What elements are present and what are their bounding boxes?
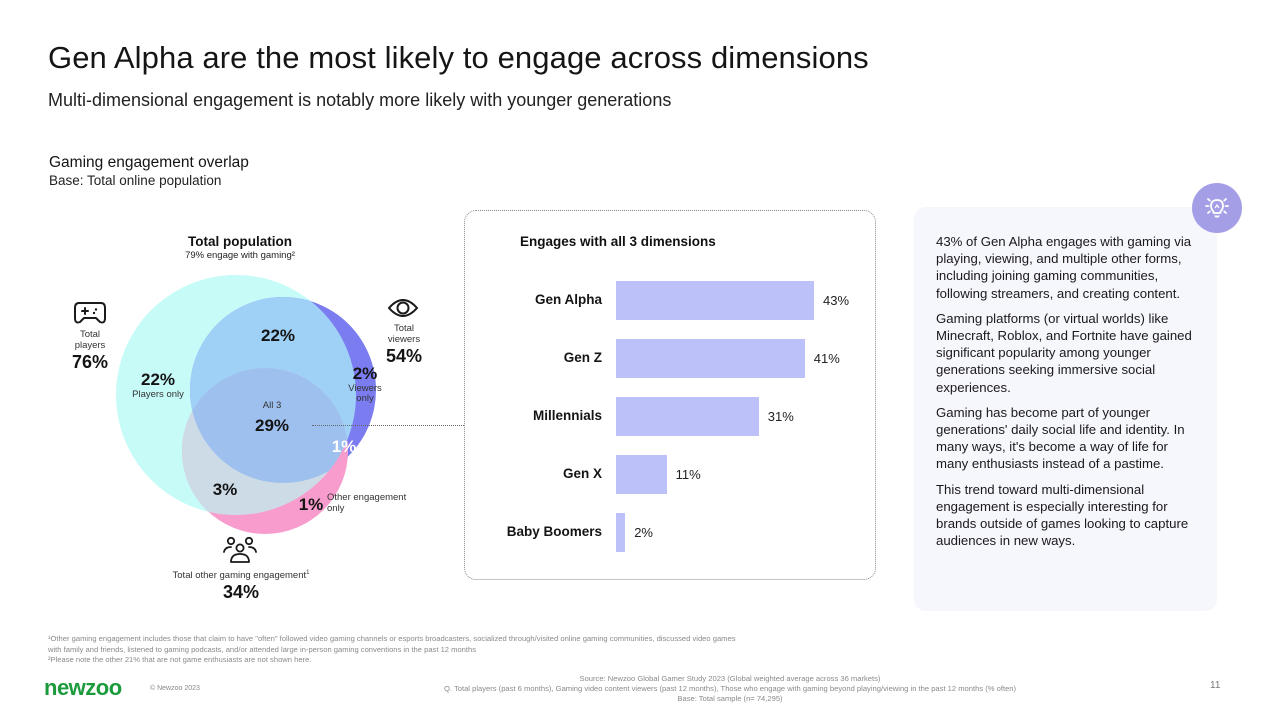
venn-subtitle: 79% engage with gaming² [185, 250, 295, 261]
bar-value-label: 43% [823, 293, 850, 308]
all-three-region: All 3 29% [254, 400, 290, 435]
insight-paragraph: Gaming platforms (or virtual worlds) lik… [936, 310, 1192, 395]
other-only-region-value: 1% [298, 495, 324, 514]
players-other-region: 3% [212, 480, 238, 499]
viewers-total-value: 54% [385, 345, 423, 366]
source-line: Source: Newzoo Global Gamer Study 2023 (… [579, 674, 881, 683]
bar-millennials [616, 397, 759, 436]
venn-diagram [116, 275, 376, 534]
section-base: Base: Total online population [49, 173, 222, 188]
bar-category-label: Gen Alpha [534, 292, 602, 307]
footnotes: ¹Other gaming engagement includes those … [48, 634, 888, 666]
players-viewers-region: 22% [260, 326, 296, 345]
bar-value-label: 41% [813, 351, 840, 366]
players-only-region: 22% Players only [132, 370, 184, 400]
bar-category-label: Millennials [532, 408, 602, 423]
copyright: © Newzoo 2023 [150, 685, 200, 692]
bar-chart-title: Engages with all 3 dimensions [520, 234, 716, 249]
footnote-line: with family and friends, listened to gam… [48, 644, 477, 654]
people-group-icon [222, 536, 258, 569]
other-total-value: 34% [222, 582, 260, 603]
bar-category-label: Gen X [562, 466, 602, 481]
venn-title: Total population [188, 234, 292, 249]
footnote-line: ²Please note the other 21% that are not … [48, 655, 312, 664]
bar-value-label: 2% [634, 525, 653, 540]
insight-paragraph: Gaming has become part of younger genera… [936, 404, 1185, 472]
source-line: Base: Total sample (n= 74,295) [677, 693, 783, 703]
newzoo-logo: newzoo [44, 675, 122, 700]
insight-text: 43% of Gen Alpha engages with gaming via… [936, 233, 1201, 557]
bar-gen-x [616, 455, 667, 494]
bar-category-label: Gen Z [563, 350, 602, 365]
bar-value-label: 11% [675, 467, 701, 482]
source-notes: Source: Newzoo Global Gamer Study 2023 (… [380, 674, 1080, 703]
insight-box [914, 207, 1217, 611]
venn-region-all-three [190, 368, 348, 483]
bar-value-label: 31% [767, 409, 794, 424]
bar-baby-boomers [616, 513, 626, 552]
bar-chart-panel [464, 210, 876, 580]
other-total-label: Total other gaming engagement1 34% [150, 570, 332, 603]
insight-paragraph: This trend toward multi-dimensional enga… [936, 481, 1189, 549]
insight-paragraph: 43% of Gen Alpha engages with gaming via… [936, 234, 1192, 301]
lightbulb-icon [1192, 183, 1242, 233]
page-number: 11 [1210, 680, 1221, 691]
connector-line [312, 425, 464, 426]
players-total-value: 76% [71, 351, 109, 372]
players-total-label: Total players 76% [55, 329, 125, 373]
footnote-line: ¹Other gaming engagement includes those … [48, 634, 736, 643]
bar-category-label: Baby Boomers [506, 524, 602, 539]
page-title: Gen Alpha are the most likely to engage … [48, 40, 869, 75]
eye-icon [387, 296, 419, 325]
gamepad-icon [73, 300, 107, 331]
venn-heading: Total population 79% engage with gaming² [140, 234, 340, 261]
page-subtitle: Multi-dimensional engagement is notably … [48, 90, 672, 110]
viewers-only-region: 2% Viewers only [348, 364, 382, 405]
other-only-region-label: Other engagement only [327, 492, 407, 514]
source-line: Q. Total players (past 6 months), Gaming… [443, 683, 1017, 693]
bar-gen-z [616, 339, 805, 378]
viewers-total-label: Total viewers 54% [369, 323, 439, 367]
section-title: Gaming engagement overlap [49, 154, 249, 171]
bar-gen-alpha [616, 281, 814, 320]
viewers-other-region: 1% [331, 437, 357, 456]
